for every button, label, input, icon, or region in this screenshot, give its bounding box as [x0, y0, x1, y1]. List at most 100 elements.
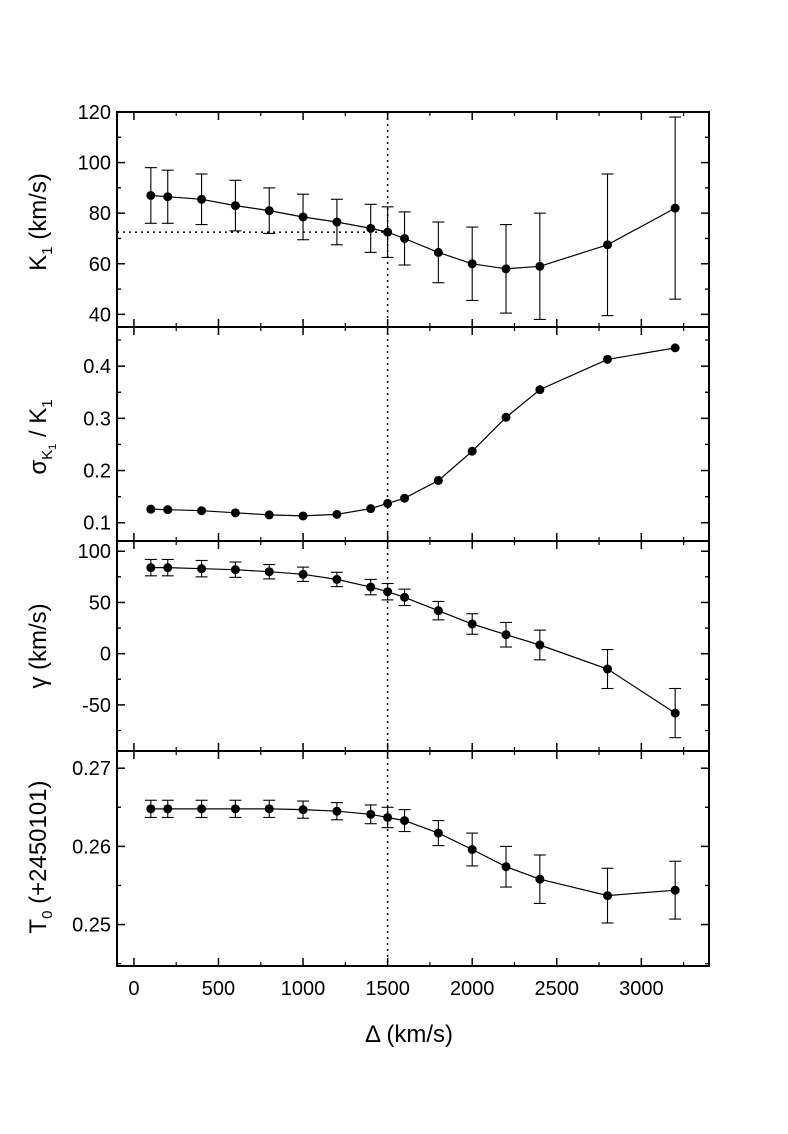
data-point: [230, 804, 240, 814]
panel-frame: [116, 540, 710, 752]
data-point: [332, 509, 342, 519]
y-tick-label: 40: [89, 304, 111, 326]
data-point: [670, 708, 680, 718]
data-point: [230, 565, 240, 575]
y-tick-label: 0.3: [83, 408, 111, 430]
data-point: [264, 804, 274, 814]
x-tick-label: 3000: [619, 978, 664, 1000]
panel-gamma: -50 0 50 100: [78, 540, 710, 752]
series-line: [150, 566, 676, 714]
data-point: [146, 190, 156, 200]
data-point: [383, 498, 393, 508]
data-point: [146, 804, 156, 814]
data-point: [366, 504, 376, 514]
series-line: [150, 808, 676, 897]
panel-frame: [116, 326, 710, 542]
data-point: [197, 804, 207, 814]
x-tick-label: 1000: [281, 978, 326, 1000]
data-point: [163, 192, 173, 202]
data-point: [603, 891, 613, 901]
data-point: [197, 564, 207, 574]
panel-frame: [116, 111, 710, 328]
x-tick-label: 500: [202, 978, 235, 1000]
data-point: [467, 845, 477, 855]
y-tick-label: 0.25: [72, 915, 111, 937]
y-tick-label: 0: [100, 644, 111, 666]
data-point: [264, 510, 274, 520]
data-point: [366, 582, 376, 592]
data-point: [366, 223, 376, 233]
data-point: [603, 240, 613, 250]
y-tick-label: 0.26: [72, 836, 111, 858]
x-tick-label: 0: [128, 978, 139, 1000]
data-point: [400, 816, 410, 826]
ylabel-k1: K1 (km/s): [25, 173, 56, 271]
y-tick-label: 120: [78, 102, 111, 124]
data-point: [264, 567, 274, 577]
data-point: [433, 475, 443, 485]
panel-t0: 0.25 0.26 0.27 0 500 1000 1500 2000 2500 3000: [72, 750, 710, 1000]
data-point: [163, 505, 173, 515]
data-point: [197, 506, 207, 516]
y-tick-label: 100: [78, 153, 111, 175]
y-tick-label: 0.4: [83, 356, 111, 378]
data-point: [366, 809, 376, 819]
data-point: [298, 511, 308, 521]
data-point: [433, 247, 443, 257]
data-point: [298, 212, 308, 222]
data-point: [146, 504, 156, 514]
x-tick-label: 2000: [450, 978, 495, 1000]
data-point: [197, 194, 207, 204]
x-tick-label: 1500: [365, 978, 410, 1000]
x-tick-label: 2500: [535, 978, 580, 1000]
ylabel-gamma: γ (km/s): [25, 603, 52, 688]
data-point: [332, 217, 342, 227]
data-point: [501, 264, 511, 274]
series-line: [150, 347, 676, 517]
data-point: [670, 203, 680, 213]
y-tick-label: 0.1: [83, 513, 111, 535]
data-point: [400, 592, 410, 602]
data-point: [383, 587, 393, 597]
data-point: [535, 385, 545, 395]
panel-k1: 40 60 80 100 120: [78, 102, 710, 328]
y-tick-label: 50: [89, 592, 111, 614]
data-point: [535, 874, 545, 884]
data-point: [230, 508, 240, 518]
xlabel: Δ (km/s): [365, 1021, 453, 1048]
data-point: [501, 862, 511, 872]
y-tick-label: 100: [78, 541, 111, 563]
ylabel-sigma-over-k1: σK1 / K1: [25, 399, 59, 474]
data-point: [332, 574, 342, 584]
data-point: [163, 563, 173, 573]
ylabel-t0: T0 (+2450101): [25, 780, 56, 933]
data-point: [670, 885, 680, 895]
data-point: [332, 806, 342, 816]
data-point: [230, 201, 240, 211]
data-point: [501, 630, 511, 640]
data-point: [400, 493, 410, 503]
y-tick-label: 0.27: [72, 758, 111, 780]
data-point: [433, 828, 443, 838]
data-point: [163, 804, 173, 814]
data-point: [264, 206, 274, 216]
data-point: [298, 805, 308, 815]
data-point: [146, 563, 156, 573]
data-point: [670, 343, 680, 353]
panel-sigma-over-k1: 0.1 0.2 0.3 0.4: [83, 326, 710, 542]
data-point: [383, 227, 393, 237]
data-point: [298, 569, 308, 579]
y-tick-label: 80: [89, 203, 111, 225]
data-point: [603, 354, 613, 364]
data-point: [535, 640, 545, 650]
data-point: [383, 812, 393, 822]
data-point: [433, 606, 443, 616]
y-tick-label: 0.2: [83, 461, 111, 483]
data-point: [501, 412, 511, 422]
data-point: [467, 619, 477, 629]
series-line: [150, 194, 676, 270]
data-point: [467, 259, 477, 269]
y-tick-label: 60: [89, 254, 111, 276]
data-point: [535, 261, 545, 271]
